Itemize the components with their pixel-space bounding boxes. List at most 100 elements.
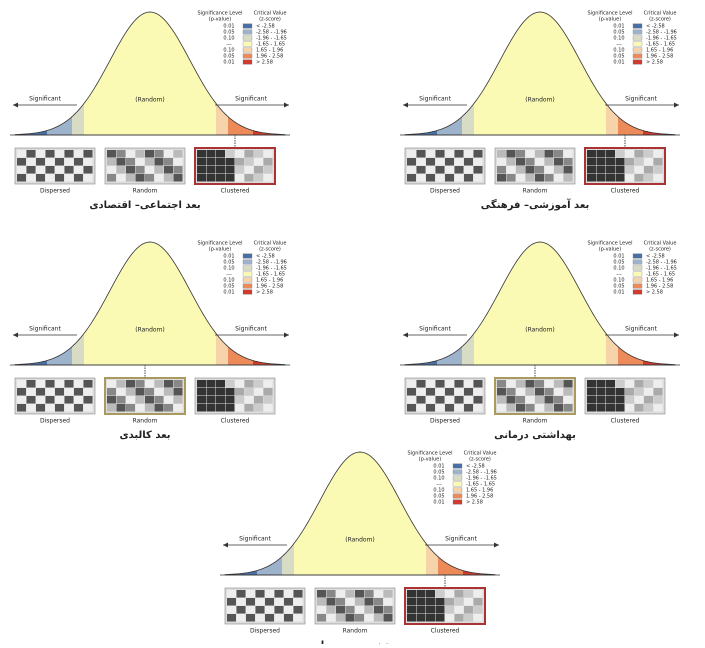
thumbnail [104, 147, 186, 185]
thumb-cell [454, 396, 464, 404]
thumb-cell [535, 174, 544, 182]
thumb-cell [227, 598, 236, 606]
curve-region [72, 12, 84, 135]
thumb-cell [625, 166, 634, 174]
thumb-cell [17, 166, 26, 174]
thumb-cell [615, 404, 625, 412]
legend-sub: (p-value) [209, 247, 231, 253]
thumb-cell [244, 396, 254, 404]
label-random: (Random) [525, 327, 555, 334]
legend-z: < -2.58 [256, 254, 275, 260]
thumb-cell [383, 590, 393, 598]
thumb-cell [435, 380, 445, 388]
thumb-cell [244, 174, 254, 182]
thumb-cell [216, 380, 225, 388]
legend-p: --- [436, 482, 442, 488]
thumb-label: Dispersed [40, 418, 70, 425]
thumb-cell [246, 614, 255, 622]
panel: Significant (Random) Significant Significan… [400, 241, 680, 441]
thumb-cell [355, 614, 364, 622]
thumb-cell [17, 396, 26, 404]
thumb-cell [64, 166, 74, 174]
curve-region [462, 12, 474, 135]
legend-title: Critical Value [254, 11, 287, 17]
thumb-cell [126, 158, 135, 166]
thumb-cell [416, 404, 426, 412]
thumb-cell [206, 388, 216, 396]
thumb-cell [345, 590, 355, 598]
thumb-cell [407, 590, 416, 598]
legend-z: -1.65 - 1.65 [646, 42, 675, 48]
curve-region [405, 12, 437, 135]
thumb-cell [435, 590, 445, 598]
thumb-cell [107, 404, 116, 412]
thumb-cell [454, 174, 464, 182]
legend-swatch [242, 23, 253, 29]
thumb-cell [74, 166, 83, 174]
thumb-cell [236, 614, 246, 622]
thumb-cell [364, 606, 374, 614]
thumb-cell [615, 396, 625, 404]
thumb-cell [244, 388, 254, 396]
legend-p: 0.05 [223, 260, 234, 266]
legend-z: -1.65 - 1.65 [646, 272, 675, 278]
legend-p: 0.01 [613, 24, 624, 30]
thumb-cell [145, 174, 154, 182]
thumb-cell [83, 166, 93, 174]
thumbnail [14, 377, 96, 415]
legend-z: 1.96 - 2.58 [256, 284, 283, 290]
thumb-cell [244, 150, 254, 158]
thumb-cell [454, 404, 464, 412]
thumb-cell [107, 150, 116, 158]
thumb-cell [554, 396, 563, 404]
legend-p: 0.05 [223, 284, 234, 290]
thumb-cell [407, 388, 416, 396]
thumb-cell [554, 174, 563, 182]
thumb-cell [74, 150, 83, 158]
legend-title: Significance Level [197, 241, 242, 247]
legend-swatch [632, 59, 643, 65]
arrow-head [13, 332, 18, 338]
thumb-cell [606, 174, 615, 182]
thumb-cell [464, 158, 473, 166]
legend-z: 1.65 - 1.96 [466, 488, 493, 494]
label-random: (Random) [525, 97, 555, 104]
curve-region [257, 452, 282, 575]
thumb-cell [634, 166, 644, 174]
thumb-cell [254, 174, 263, 182]
thumb-cell [55, 388, 64, 396]
legend-p: 0.01 [433, 464, 444, 470]
thumb-cell [116, 150, 126, 158]
thumb-cell [83, 380, 93, 388]
thumb-cell [235, 396, 244, 404]
thumb-cell [596, 380, 606, 388]
thumb-cell [473, 598, 483, 606]
thumb-cell [454, 380, 464, 388]
thumb-cell [606, 396, 615, 404]
thumb-cell [83, 396, 93, 404]
thumb-cell [653, 158, 663, 166]
bell-curve [224, 451, 496, 576]
legend-swatch [242, 35, 253, 41]
legend-z: -2.58 - -1.96 [646, 30, 677, 36]
thumb-cell [525, 388, 535, 396]
thumb-cell [145, 158, 154, 166]
thumbnail [194, 377, 276, 415]
legend-swatch [632, 47, 643, 53]
thumb-cell [506, 166, 516, 174]
thumb-cell [236, 590, 246, 598]
thumb-cell [364, 590, 374, 598]
thumb-cell [135, 174, 145, 182]
legend-sub: (p-value) [599, 17, 621, 23]
thumb-cell [587, 158, 596, 166]
thumb-cell [254, 404, 263, 412]
thumb-cell [516, 388, 525, 396]
thumb-cell [445, 380, 454, 388]
thumb-cell [454, 598, 464, 606]
thumb-cell [497, 388, 506, 396]
thumb-cell [135, 158, 145, 166]
legend-z: -1.65 - 1.65 [256, 272, 285, 278]
thumb-cell [83, 158, 93, 166]
thumb-cell [164, 404, 173, 412]
thumb-cell [606, 388, 615, 396]
